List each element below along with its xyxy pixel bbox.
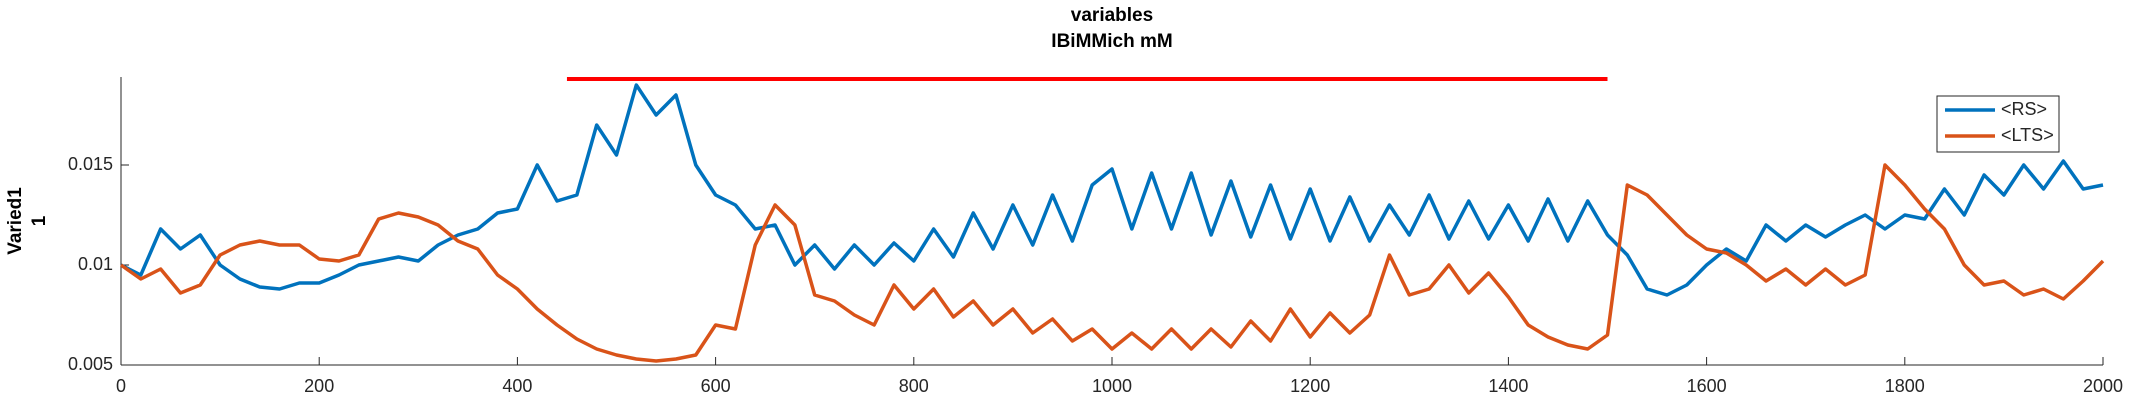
x-tick-label: 600 bbox=[701, 376, 731, 396]
legend-box bbox=[1936, 95, 2060, 153]
x-tick-label: 1800 bbox=[1885, 376, 1925, 396]
y-tick-label: 0.005 bbox=[68, 354, 113, 374]
x-tick-label: 400 bbox=[502, 376, 532, 396]
x-tick-label: 1400 bbox=[1488, 376, 1528, 396]
x-tick-label: 800 bbox=[899, 376, 929, 396]
legend-label: <LTS> bbox=[2001, 125, 2054, 145]
y-axis-label: 1 bbox=[29, 215, 50, 226]
legend-label: <RS> bbox=[2001, 99, 2047, 119]
y-tick-label: 0.015 bbox=[68, 154, 113, 174]
chart-title: variables bbox=[1071, 5, 1153, 26]
x-tick-label: 1600 bbox=[1687, 376, 1727, 396]
chart-subtitle: IBiMMich mM bbox=[1051, 31, 1172, 52]
x-tick-label: 1200 bbox=[1290, 376, 1330, 396]
series-line bbox=[120, 83, 2104, 297]
series-line bbox=[119, 163, 2105, 363]
y-tick-label: 0.01 bbox=[78, 254, 113, 274]
x-tick-label: 2000 bbox=[2083, 376, 2123, 396]
y-axis-label: Varied1 bbox=[5, 187, 26, 255]
x-tick-label: 1000 bbox=[1092, 376, 1132, 396]
x-tick-label: 200 bbox=[304, 376, 334, 396]
x-tick-label: 0 bbox=[116, 376, 126, 396]
